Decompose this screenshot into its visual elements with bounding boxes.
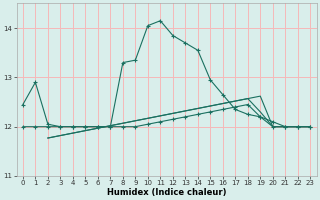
X-axis label: Humidex (Indice chaleur): Humidex (Indice chaleur) bbox=[107, 188, 226, 197]
